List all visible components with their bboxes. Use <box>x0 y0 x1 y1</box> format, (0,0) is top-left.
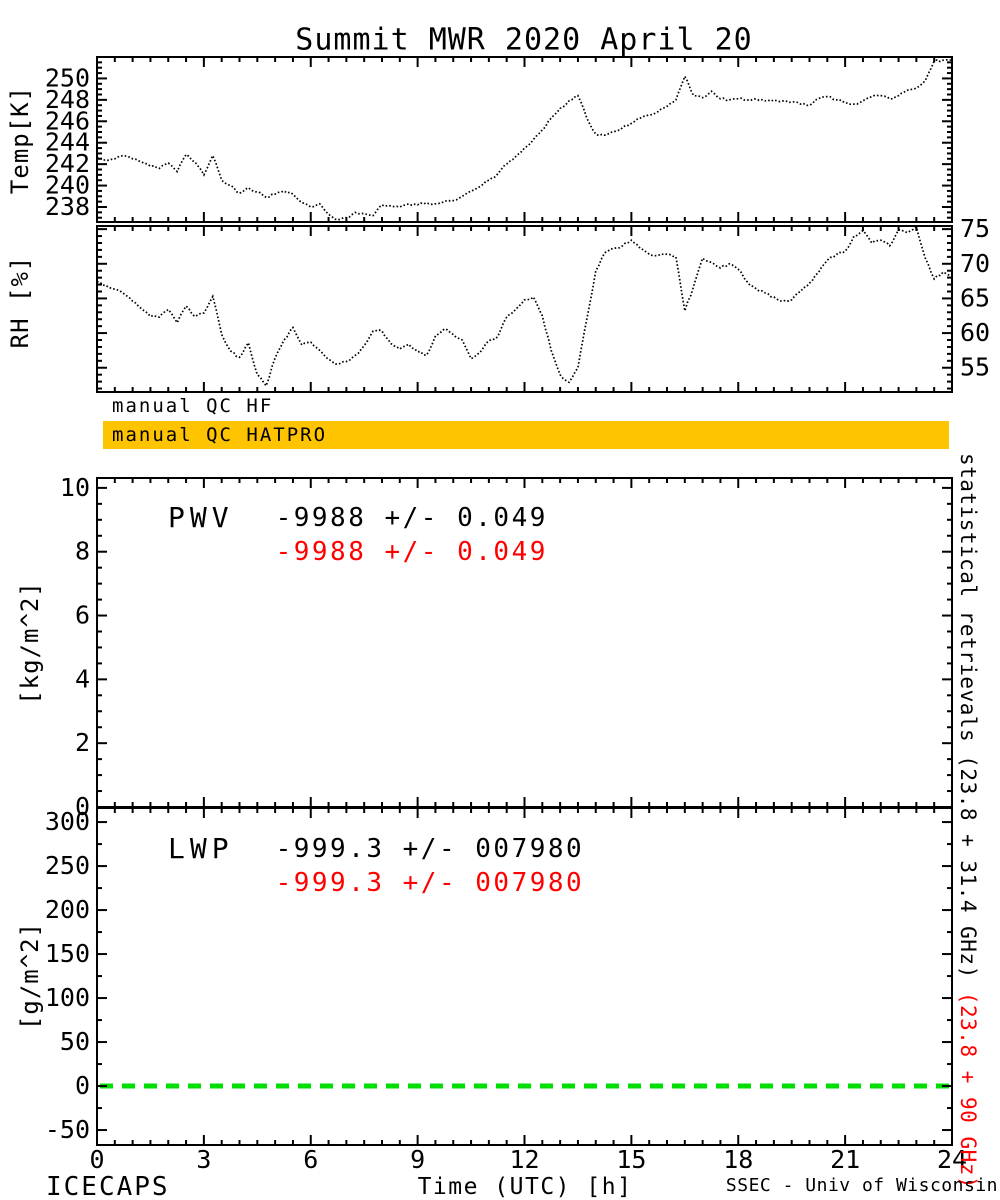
lwp-stats-line-black: -999.3 +/- 007980 <box>275 834 585 864</box>
project-label: ICECAPS <box>46 1172 170 1200</box>
svg-text:12: 12 <box>509 1145 539 1174</box>
pwv-stats-line-red: -9988 +/- 0.049 <box>275 537 548 567</box>
svg-text:2: 2 <box>75 728 90 757</box>
svg-text:300: 300 <box>45 807 90 836</box>
temp-axis-label: Temp[K] <box>6 85 34 195</box>
svg-text:0: 0 <box>75 1071 90 1100</box>
svg-text:21: 21 <box>830 1145 860 1174</box>
retrievals-note-red: (23.8 + 90 GHz) <box>956 978 980 1190</box>
credit-label: SSEC - Univ of Wisconsin <box>725 1175 998 1196</box>
page-title: Summit MWR 2020 April 20 <box>295 22 753 58</box>
svg-text:238: 238 <box>45 192 90 221</box>
rh-panel: 55 60 65 70 75 <box>96 214 990 393</box>
rh-series <box>96 225 953 388</box>
pwv-stats-line-black: -9988 +/- 0.049 <box>275 503 548 533</box>
x-axis-label: Time (UTC) [h] <box>417 1174 633 1200</box>
svg-text:242: 242 <box>45 149 90 178</box>
svg-text:18: 18 <box>723 1145 753 1174</box>
qc-hatpro-bar: manual QC HATPRO <box>103 421 949 449</box>
svg-text:6: 6 <box>303 1145 318 1174</box>
svg-text:250: 250 <box>45 63 90 92</box>
lwp-stats: LWP -999.3 +/- 007980 -999.3 +/- 007980 <box>168 832 584 900</box>
qc-hf-label: manual QC HF <box>112 395 274 417</box>
svg-text:200: 200 <box>45 895 90 924</box>
temp-series <box>97 58 953 221</box>
svg-text:50: 50 <box>60 1027 90 1056</box>
svg-text:0: 0 <box>89 1145 104 1174</box>
rh-ytick-labels: 55 60 65 70 75 <box>960 214 990 382</box>
svg-text:6: 6 <box>75 601 90 630</box>
svg-text:100: 100 <box>45 983 90 1012</box>
svg-text:65: 65 <box>960 283 990 312</box>
qc-hatpro-label: manual QC HATPRO <box>112 424 328 446</box>
pwv-ytick-labels: 0 2 4 6 8 10 <box>60 473 90 821</box>
temp-frame <box>96 56 953 223</box>
svg-text:250: 250 <box>45 851 90 880</box>
svg-text:9: 9 <box>410 1145 425 1174</box>
retrievals-note: statistical retrievals (23.8 + 31.4 GHz)… <box>956 453 980 1189</box>
lwp-stats-line-red: -999.3 +/- 007980 <box>275 868 585 898</box>
svg-text:4: 4 <box>75 664 90 693</box>
svg-text:15: 15 <box>616 1145 646 1174</box>
xtick-labels: 0 3 6 9 12 15 18 21 24 <box>89 1145 967 1174</box>
rh-frame <box>96 225 953 393</box>
retrievals-note-black: statistical retrievals (23.8 + 31.4 GHz) <box>956 453 980 979</box>
svg-text:248: 248 <box>45 85 90 114</box>
svg-text:75: 75 <box>960 214 990 243</box>
svg-text:150: 150 <box>45 939 90 968</box>
lwp-stats-name: LWP <box>168 832 234 865</box>
svg-text:240: 240 <box>45 171 90 200</box>
svg-text:3: 3 <box>196 1145 211 1174</box>
lwp-ytick-labels: -50 0 50 100 150 200 250 300 <box>45 807 90 1144</box>
pwv-axis-label: [kg/m^2] <box>16 581 44 705</box>
svg-text:246: 246 <box>45 106 90 135</box>
svg-text:55: 55 <box>960 353 990 382</box>
rh-axis-label: RH [%] <box>6 255 34 349</box>
svg-text:0: 0 <box>75 792 90 821</box>
pwv-stats-name: PWV <box>168 501 234 534</box>
pwv-stats: PWV -9988 +/- 0.049 -9988 +/- 0.049 <box>168 501 548 569</box>
svg-text:60: 60 <box>960 318 990 347</box>
svg-text:24: 24 <box>937 1145 967 1174</box>
svg-text:244: 244 <box>45 128 90 157</box>
lwp-axis-label: [g/m^2] <box>16 921 44 1031</box>
svg-text:8: 8 <box>75 537 90 566</box>
svg-text:-50: -50 <box>45 1115 90 1144</box>
pwv-panel: 0 2 4 6 8 10 <box>60 473 953 821</box>
svg-text:70: 70 <box>960 249 990 278</box>
lwp-panel: -50 0 50 100 150 200 250 300 <box>45 807 953 1146</box>
svg-text:10: 10 <box>60 473 90 502</box>
